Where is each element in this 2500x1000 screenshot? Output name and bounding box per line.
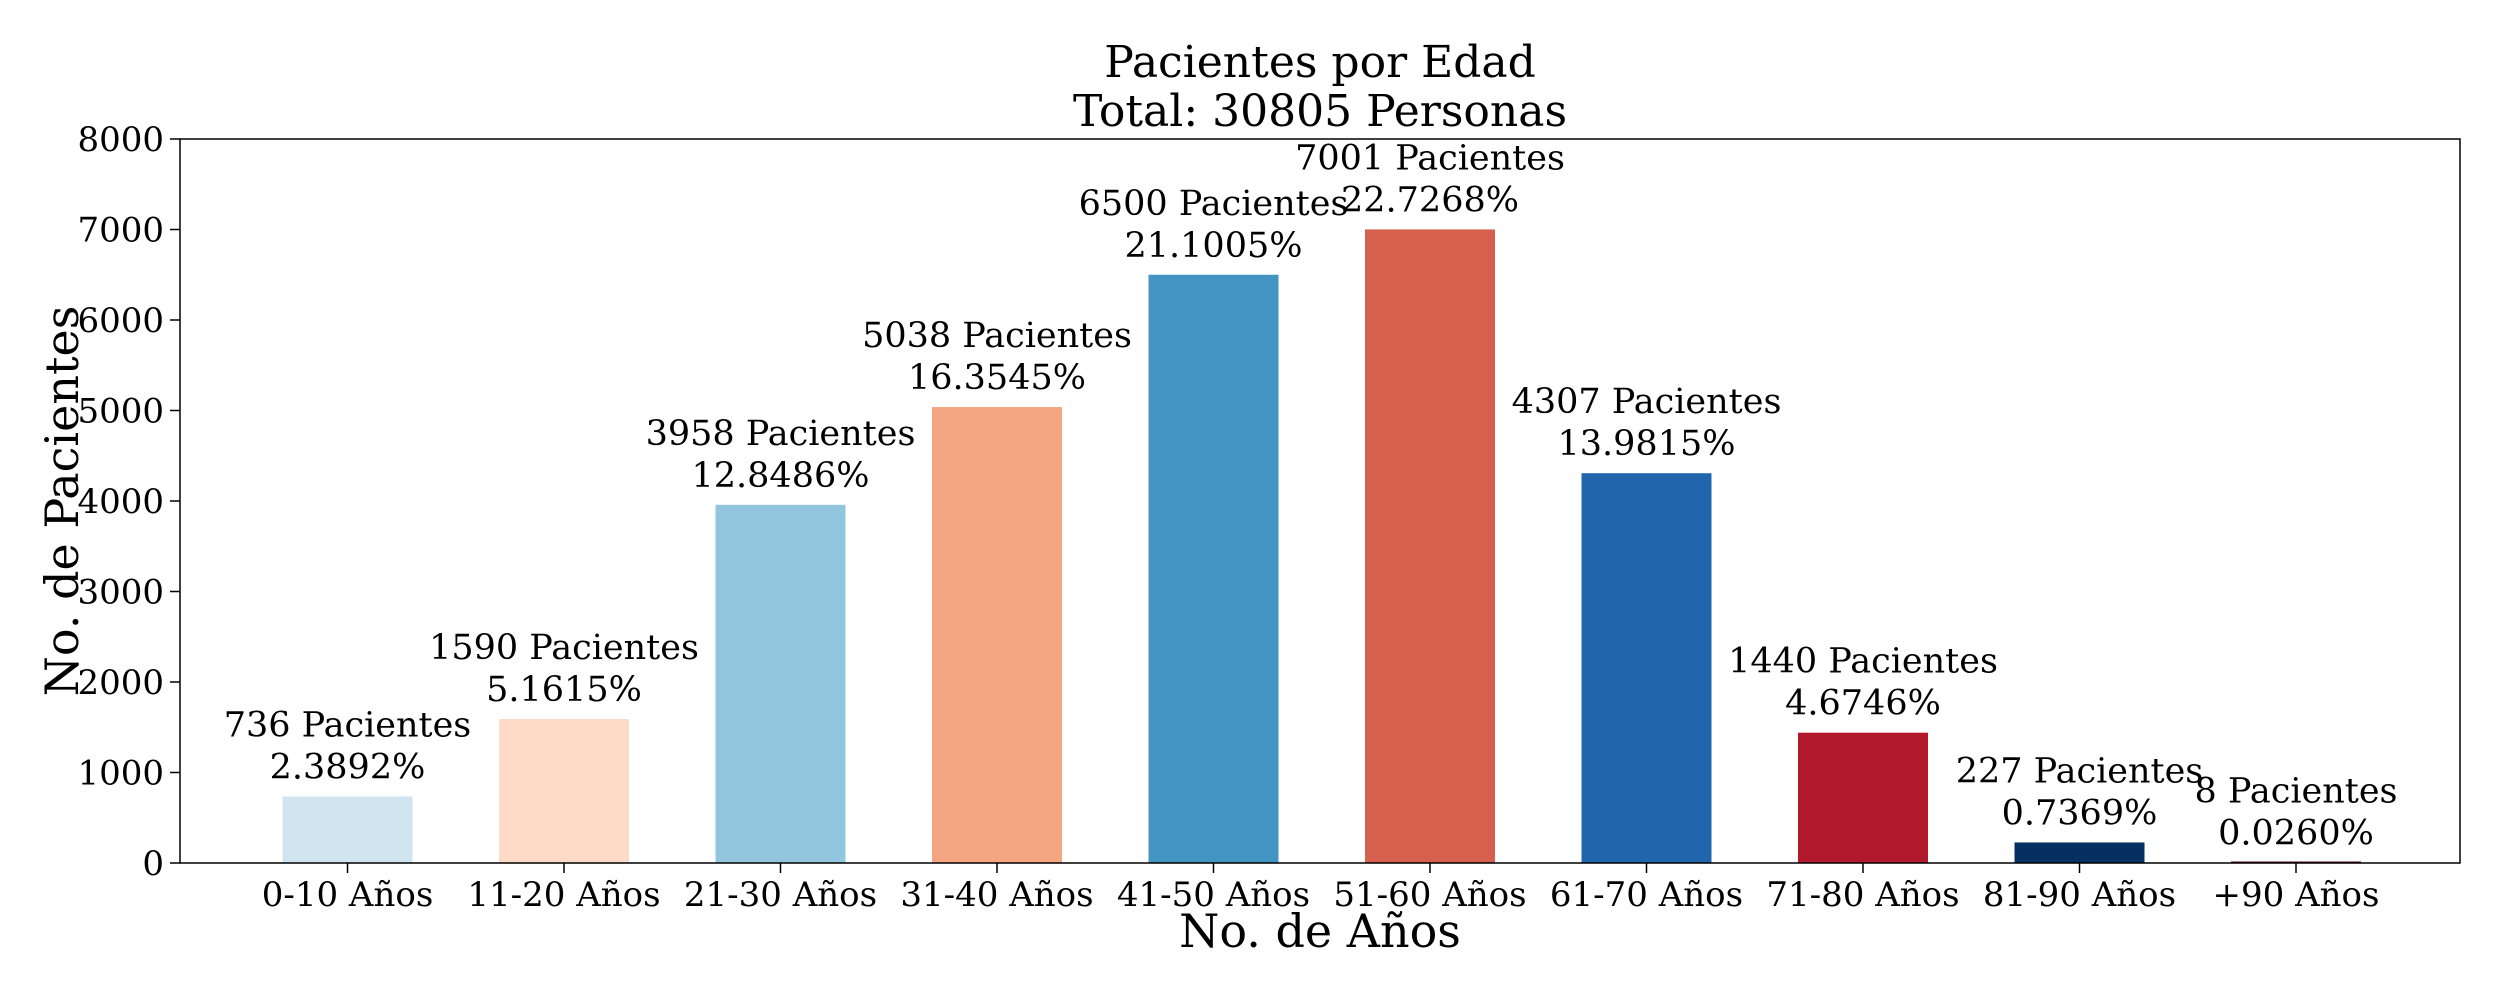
x-tick-label: 31-40 Años <box>900 875 1093 915</box>
bar-count-label: 5038 Pacientes <box>862 316 1132 356</box>
bar <box>2014 842 2145 863</box>
x-tick-label: 0-10 Años <box>262 875 434 915</box>
bar <box>1148 274 1279 863</box>
x-tick-label: 51-60 Años <box>1333 875 1526 915</box>
chart-title: Pacientes por Edad <box>1104 37 1536 88</box>
bar-count-label: 8 Pacientes <box>2194 771 2397 811</box>
y-axis: 0 1000 2000 3000 4000 5000 6000 7000 8000 <box>77 120 180 884</box>
y-tick-label: 1000 <box>77 754 164 794</box>
bar-percent-label: 22.7268% <box>1341 180 1519 220</box>
bar <box>1798 732 1928 863</box>
x-tick-label: 81-90 Años <box>1983 875 2176 915</box>
y-tick-label: 7000 <box>77 211 164 251</box>
bar-percent-label: 16.3545% <box>908 358 1086 398</box>
x-tick-label: 21-30 Años <box>684 875 877 915</box>
bar <box>715 504 846 863</box>
bar <box>1581 473 1712 863</box>
plot-frame <box>179 138 2461 864</box>
chart-subtitle: Total: 30805 Personas <box>1073 86 1567 137</box>
x-tick-label: 61-70 Años <box>1550 875 1743 915</box>
bar-percent-label: 0.7369% <box>2002 793 2158 833</box>
bar-count-label: 6500 Pacientes <box>1079 184 1349 224</box>
bar-percent-label: 0.0260% <box>2218 813 2374 853</box>
x-tick-label: 41-50 Años <box>1117 875 1310 915</box>
y-axis-label: No. de Pacientes <box>35 306 89 697</box>
bar-count-label: 227 Pacientes <box>1956 751 2204 791</box>
bar-percent-label: 13.9815% <box>1558 424 1736 464</box>
bar-count-label: 1440 Pacientes <box>1728 642 1998 682</box>
x-axis-label: No. de Años <box>1179 904 1461 958</box>
bar <box>282 796 413 863</box>
x-tick-label: +90 Años <box>2213 875 2380 915</box>
bar-percent-label: 4.6746% <box>1785 684 1941 724</box>
y-tick-label: 8000 <box>77 120 164 160</box>
y-tick-label: 0 <box>142 844 164 884</box>
y-tick-label: 6000 <box>77 301 164 341</box>
x-tick-label: 71-80 Años <box>1766 875 1959 915</box>
bar-count-label: 736 Pacientes <box>224 705 472 745</box>
bars-group <box>282 229 2361 864</box>
bar <box>499 719 629 863</box>
y-tick-label: 5000 <box>77 392 164 432</box>
bar-percent-label: 21.1005% <box>1125 226 1303 266</box>
bar-count-label: 1590 Pacientes <box>429 628 699 668</box>
bar-percent-label: 12.8486% <box>692 456 870 496</box>
bar <box>1365 229 1495 864</box>
bar-percent-label: 2.3892% <box>270 747 426 787</box>
bar-percent-label: 5.1615% <box>486 670 642 710</box>
y-tick-label: 2000 <box>77 663 164 703</box>
y-tick-label: 3000 <box>77 573 164 613</box>
y-tick-label: 4000 <box>77 482 164 522</box>
x-tick-label: 11-20 Años <box>467 875 660 915</box>
bar-count-label: 7001 Pacientes <box>1295 138 1565 178</box>
bar-count-label: 3958 Pacientes <box>646 414 916 454</box>
bar-count-label: 4307 Pacientes <box>1512 382 1782 422</box>
x-axis: 0-10 Años 11-20 Años 21-30 Años 31-40 Años 4… <box>262 863 2380 915</box>
bar <box>932 407 1062 863</box>
